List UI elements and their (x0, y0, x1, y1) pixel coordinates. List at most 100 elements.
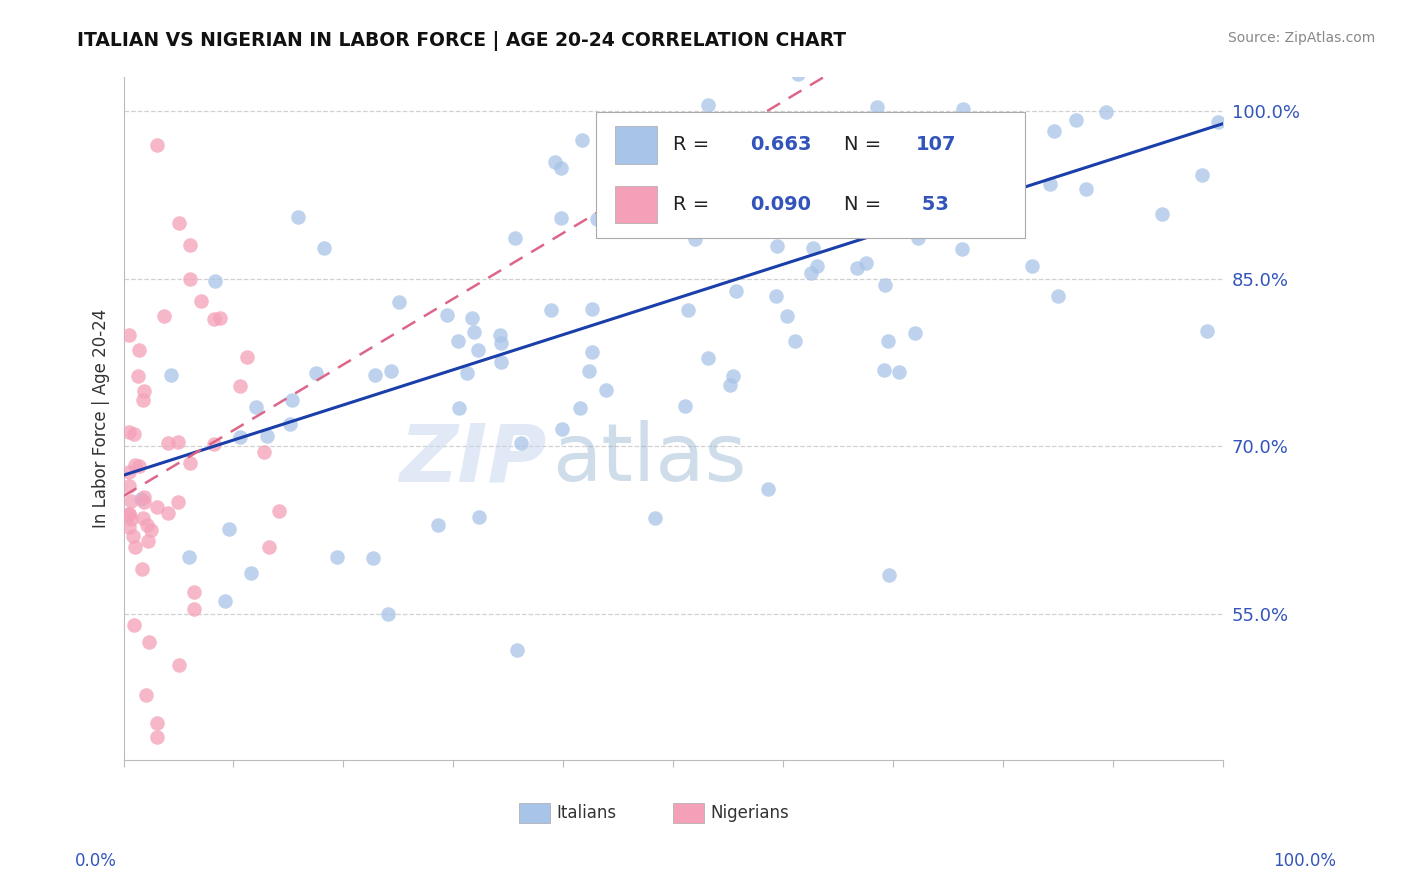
Point (907, 231, 929, 245)
Point (1197, 324, 1219, 338)
Point (586, 211, 609, 226)
Point (785, 334, 807, 349)
Text: 107: 107 (915, 136, 956, 154)
Point (167, 657, 190, 672)
Point (806, 260, 828, 274)
Point (127, 368, 149, 383)
Point (202, 312, 225, 326)
Point (697, 97, 720, 112)
Point (456, 366, 478, 380)
Point (756, 482, 779, 496)
Point (138, 635, 160, 649)
Point (503, 231, 526, 245)
Point (904, 326, 927, 341)
Point (540, 303, 562, 318)
Point (131, 562, 153, 576)
Point (1206, 115, 1229, 129)
Point (229, 430, 252, 444)
Point (801, 241, 824, 255)
Point (1095, 105, 1118, 120)
Point (1064, 112, 1087, 127)
Point (239, 566, 262, 580)
Point (510, 435, 533, 450)
Point (766, 238, 789, 252)
Point (862, 165, 884, 179)
Point (776, 309, 799, 323)
Point (388, 294, 411, 309)
Point (122, 618, 145, 632)
Text: 53: 53 (915, 195, 949, 214)
Point (118, 327, 141, 342)
Point (118, 425, 141, 439)
Point (908, 202, 931, 216)
Point (214, 593, 236, 607)
FancyBboxPatch shape (614, 126, 657, 163)
Point (146, 500, 169, 515)
Point (742, 213, 765, 227)
Point (436, 308, 458, 322)
Point (190, 294, 212, 309)
Point (380, 364, 402, 378)
Point (156, 436, 179, 450)
Point (179, 238, 201, 252)
Text: Italians: Italians (557, 804, 617, 822)
Point (1076, 182, 1098, 196)
Point (461, 310, 484, 325)
Point (765, 289, 787, 303)
Text: ITALIAN VS NIGERIAN IN LABOR FORCE | AGE 20-24 CORRELATION CHART: ITALIAN VS NIGERIAN IN LABOR FORCE | AGE… (77, 31, 846, 51)
Text: R =: R = (673, 195, 716, 214)
Point (118, 479, 141, 493)
Point (269, 504, 291, 518)
Point (218, 522, 240, 536)
FancyBboxPatch shape (519, 803, 550, 823)
Point (128, 343, 150, 357)
Point (873, 277, 896, 292)
Point (1046, 289, 1069, 303)
Point (132, 510, 155, 524)
Point (595, 383, 617, 397)
Point (132, 393, 155, 408)
Text: Source: ZipAtlas.com: Source: ZipAtlas.com (1227, 31, 1375, 45)
Point (120, 494, 142, 508)
Point (278, 417, 301, 431)
Point (544, 155, 567, 169)
Point (120, 512, 142, 526)
Point (463, 325, 485, 339)
Point (799, 114, 821, 128)
Point (887, 365, 910, 379)
Point (711, 145, 734, 160)
Point (879, 568, 901, 582)
Point (873, 362, 896, 376)
Point (641, 40, 664, 54)
Point (179, 549, 201, 564)
Point (145, 137, 167, 152)
Point (1129, 12, 1152, 26)
Point (118, 507, 141, 521)
Point (160, 368, 183, 383)
Point (363, 368, 385, 382)
Y-axis label: In Labor Force | Age 20-24: In Labor Force | Age 20-24 (93, 309, 110, 528)
Point (136, 533, 159, 548)
Point (578, 364, 600, 378)
Point (571, 133, 593, 147)
Point (724, 284, 747, 298)
Point (281, 393, 304, 408)
Point (179, 271, 201, 285)
Text: ZIP: ZIP (399, 420, 547, 499)
Point (910, 218, 932, 232)
Point (489, 328, 512, 343)
FancyBboxPatch shape (596, 112, 1025, 238)
Point (676, 302, 699, 317)
Point (683, 232, 706, 246)
Point (245, 400, 267, 414)
Point (845, 260, 868, 275)
Point (1150, 207, 1173, 221)
Text: 0.0%: 0.0% (75, 852, 117, 870)
Point (1039, 177, 1062, 191)
Point (924, 192, 946, 206)
Point (848, 34, 870, 48)
Point (1043, 123, 1066, 137)
Point (156, 507, 179, 521)
Point (467, 510, 489, 524)
Point (489, 354, 512, 368)
